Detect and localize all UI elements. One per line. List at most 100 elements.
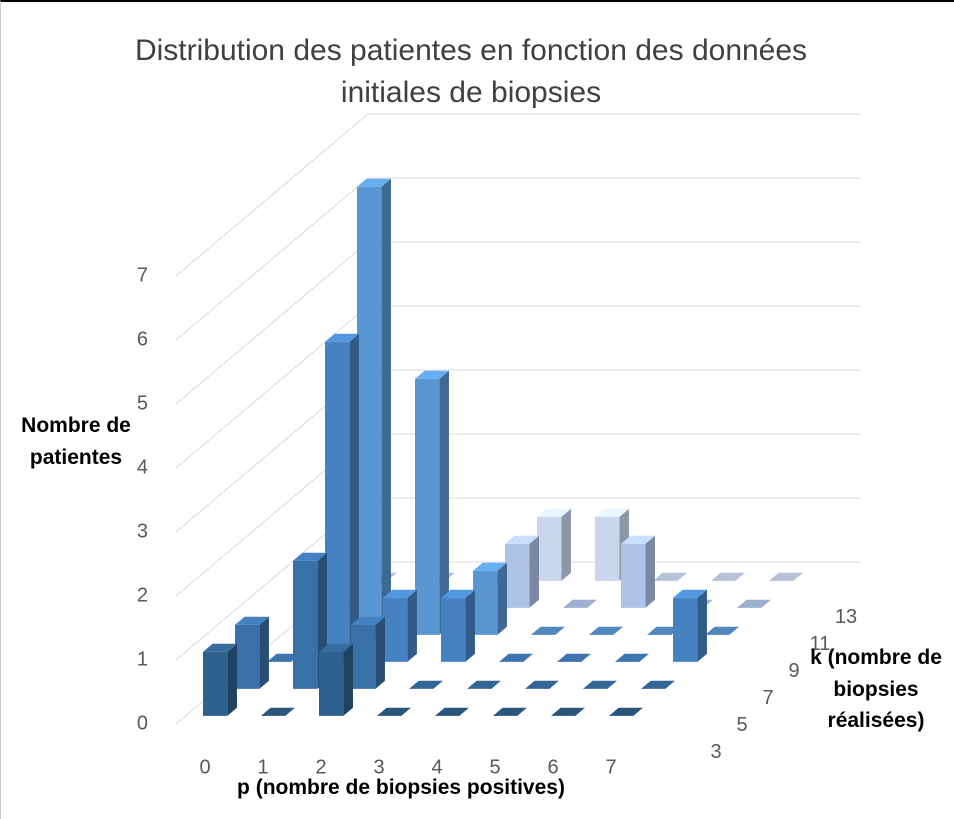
bar-top [435,707,469,716]
bar-top [551,707,585,716]
bar [357,178,391,635]
bar-top [441,589,475,598]
bar [711,572,745,581]
bar [473,562,507,635]
bar-top [357,178,391,187]
bar [409,680,443,689]
bar [621,535,655,608]
bar [615,653,649,662]
bar [505,535,539,608]
bar-top [415,370,449,379]
bar-top [615,653,649,662]
bar-top [473,562,507,571]
chart-title: Distribution des patientes en fonction d… [134,34,808,109]
x-tick-label: 3 [373,756,384,778]
bar [705,626,739,635]
series-label: 3 [710,741,721,763]
bar [261,707,295,716]
bar-top [673,589,707,598]
bar-top [267,653,301,662]
bar-front [293,560,318,689]
bar-front [325,341,350,662]
bar-top [563,599,597,608]
bar [435,707,469,716]
bar [235,616,269,689]
x-tick-label: 5 [489,756,500,778]
bar-top [537,508,571,517]
bar-top [711,572,745,581]
bar-front [319,651,344,716]
bar [641,680,675,689]
y-tick-label: 6 [137,328,148,350]
bar [441,589,475,662]
bar [467,680,501,689]
grid-line [175,177,369,341]
bar-side [645,535,655,608]
bar [583,680,617,689]
bar-top [531,626,565,635]
bar [377,707,411,716]
bar-side [529,535,539,608]
bar-top [621,535,655,544]
bar-side [561,508,571,581]
bar-top [557,653,591,662]
bar-top [325,333,359,342]
bar-top [583,680,617,689]
bar [673,589,707,662]
grid-line [175,241,369,405]
series-label: 11 [810,633,831,655]
bar [499,653,533,662]
x-tick-label: 7 [605,756,616,778]
x-tick-label: 6 [547,756,558,778]
bar-top [409,680,443,689]
x-tick-label: 2 [315,756,326,778]
bar-front [203,651,228,716]
bar-front [621,543,646,608]
bar [525,680,559,689]
bar [647,626,681,635]
bar [609,707,643,716]
bar-front [595,516,620,581]
bar-side [381,178,391,635]
bar-top [641,680,675,689]
series-label: 9 [788,660,799,682]
bar-side [497,562,507,635]
bar [493,707,527,716]
bar-front [235,624,260,689]
y-tick-label: 5 [137,392,148,414]
y-tick-label: 2 [137,584,148,606]
bar-top [653,572,687,581]
bar [383,589,417,662]
series-label: 7 [762,687,773,709]
bar [537,508,571,581]
bar [589,626,623,635]
series-label: 5 [736,714,747,736]
bar-side [227,643,237,716]
bar-front [357,186,382,635]
bar-top [467,680,501,689]
bar-top [351,616,385,625]
bar-front [383,597,408,662]
bar [769,572,803,581]
bar [653,572,687,581]
bar-front [505,543,530,608]
bar-top [705,626,739,635]
bar-side [465,589,475,662]
y-tick-label: 4 [137,456,148,478]
x-tick-label: 0 [199,756,210,778]
bar-side [375,616,385,689]
bar [319,643,353,716]
bar [267,653,301,662]
bar-front [537,516,562,581]
grid-line [175,305,369,469]
x-tick-label: 4 [431,756,442,778]
bar-top [737,599,771,608]
bar-top [493,707,527,716]
bar [351,616,385,689]
grid-line [175,113,369,277]
bar-top [261,707,295,716]
bar [531,626,565,635]
bar-top [203,643,237,652]
